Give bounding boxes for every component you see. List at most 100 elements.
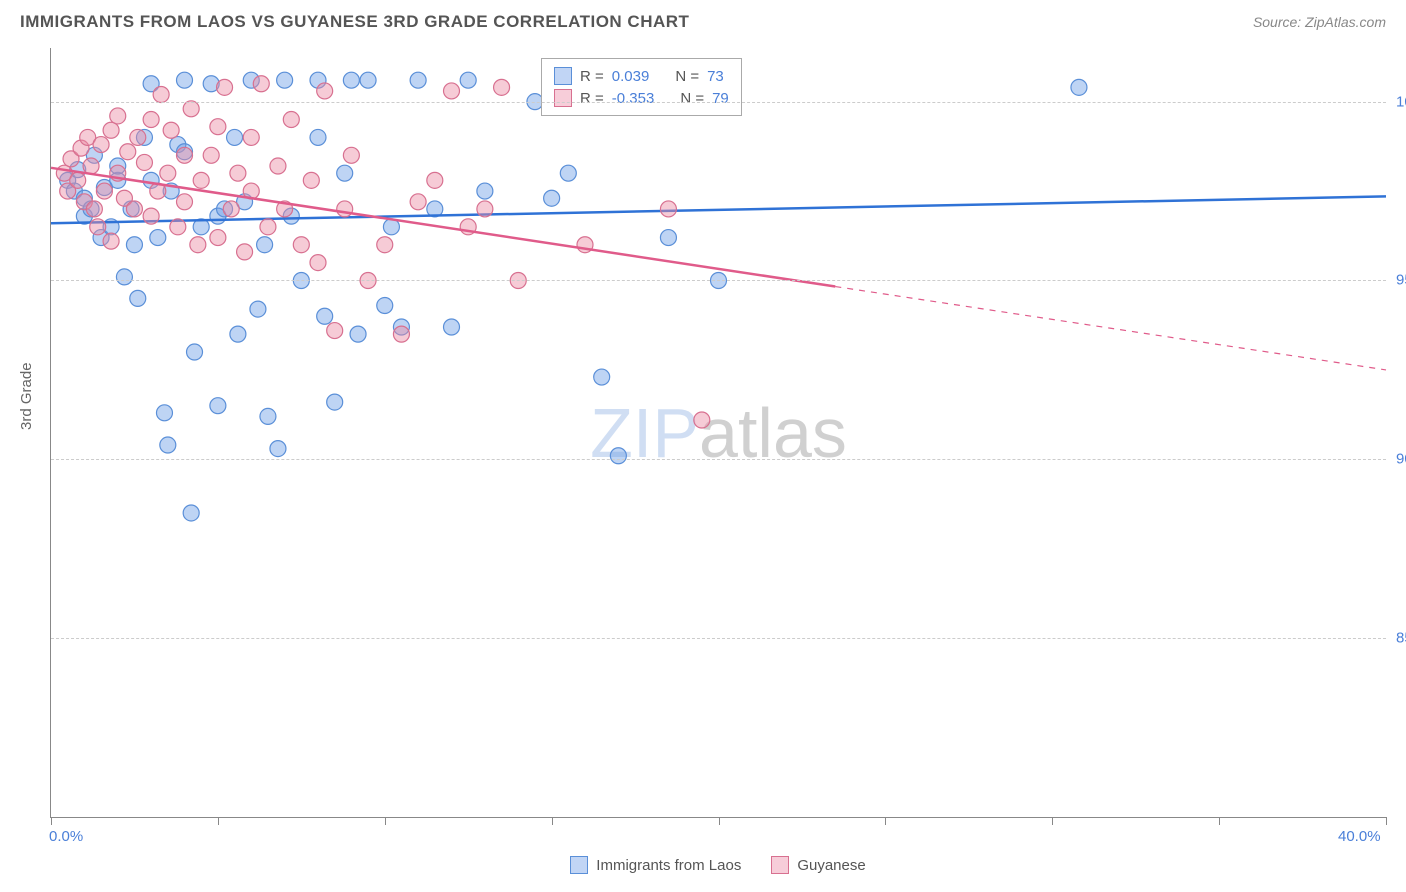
data-point [327, 323, 343, 339]
y-tick-label: 100.0% [1396, 93, 1406, 110]
data-point [93, 137, 109, 153]
data-point [343, 72, 359, 88]
x-tick [552, 817, 553, 825]
data-point [160, 437, 176, 453]
x-tick [719, 817, 720, 825]
swatch-pink [771, 856, 789, 874]
data-point [130, 290, 146, 306]
data-point [427, 172, 443, 188]
data-point [660, 201, 676, 217]
legend-label-1: Immigrants from Laos [596, 857, 741, 874]
data-point [103, 122, 119, 138]
data-point [270, 158, 286, 174]
data-point [143, 112, 159, 128]
data-point [160, 165, 176, 181]
bottom-legend: Immigrants from Laos Guyanese [50, 856, 1386, 874]
stats-row-series-2: R = -0.353 N = 79 [554, 87, 729, 109]
data-point [116, 269, 132, 285]
n-value-1: 73 [707, 68, 724, 85]
data-point [210, 398, 226, 414]
data-point [253, 76, 269, 92]
data-point [243, 129, 259, 145]
gridline [51, 102, 1386, 103]
legend-label-2: Guyanese [797, 857, 865, 874]
data-point [177, 72, 193, 88]
n-label: N = [675, 68, 699, 85]
data-point [183, 101, 199, 117]
data-point [293, 237, 309, 253]
data-point [1071, 79, 1087, 95]
data-point [310, 129, 326, 145]
x-tick [1219, 817, 1220, 825]
data-point [83, 158, 99, 174]
x-tick-label: 0.0% [49, 828, 83, 845]
data-point [170, 219, 186, 235]
data-point [177, 194, 193, 210]
data-point [150, 230, 166, 246]
gridline [51, 280, 1386, 281]
data-point [494, 79, 510, 95]
data-point [96, 183, 112, 199]
data-point [257, 237, 273, 253]
data-point [163, 122, 179, 138]
data-point [210, 230, 226, 246]
data-point [317, 308, 333, 324]
legend-stats-box: R = 0.039 N = 73 R = -0.353 N = 79 [541, 58, 742, 116]
y-tick-label: 95.0% [1396, 272, 1406, 289]
data-point [444, 83, 460, 99]
data-point [350, 326, 366, 342]
data-point [183, 505, 199, 521]
y-tick-label: 85.0% [1396, 630, 1406, 647]
data-point [393, 326, 409, 342]
data-point [110, 108, 126, 124]
data-point [270, 441, 286, 457]
r-label: R = [580, 90, 604, 107]
data-point [377, 237, 393, 253]
data-point [153, 86, 169, 102]
trend-line-extrapolated [835, 287, 1386, 370]
data-point [217, 79, 233, 95]
data-point [343, 147, 359, 163]
stats-row-series-1: R = 0.039 N = 73 [554, 65, 729, 87]
x-tick [1052, 817, 1053, 825]
chart-title: IMMIGRANTS FROM LAOS VS GUYANESE 3RD GRA… [20, 12, 689, 32]
data-point [103, 233, 119, 249]
data-point [317, 83, 333, 99]
data-point [177, 147, 193, 163]
gridline [51, 459, 1386, 460]
data-point [544, 190, 560, 206]
n-label: N = [680, 90, 704, 107]
data-point [126, 237, 142, 253]
data-point [477, 183, 493, 199]
r-value-2: -0.353 [612, 90, 655, 107]
data-point [143, 208, 159, 224]
trend-line [51, 168, 835, 287]
data-point [594, 369, 610, 385]
data-point [477, 201, 493, 217]
data-point [337, 165, 353, 181]
data-point [360, 72, 376, 88]
legend-item-2: Guyanese [771, 856, 865, 874]
data-point [86, 201, 102, 217]
data-point [283, 112, 299, 128]
n-value-2: 79 [712, 90, 729, 107]
data-point [203, 147, 219, 163]
data-point [120, 144, 136, 160]
x-tick [51, 817, 52, 825]
data-point [126, 201, 142, 217]
data-point [660, 230, 676, 246]
data-point [250, 301, 266, 317]
data-point [377, 298, 393, 314]
gridline [51, 638, 1386, 639]
data-point [444, 319, 460, 335]
data-point [337, 201, 353, 217]
data-point [223, 201, 239, 217]
x-tick [385, 817, 386, 825]
x-tick [218, 817, 219, 825]
chart-area: ZIPatlas R = 0.039 N = 73 R = -0.353 N =… [50, 48, 1386, 818]
data-point [260, 219, 276, 235]
legend-item-1: Immigrants from Laos [570, 856, 741, 874]
data-point [610, 448, 626, 464]
data-point [237, 244, 253, 260]
data-point [560, 165, 576, 181]
